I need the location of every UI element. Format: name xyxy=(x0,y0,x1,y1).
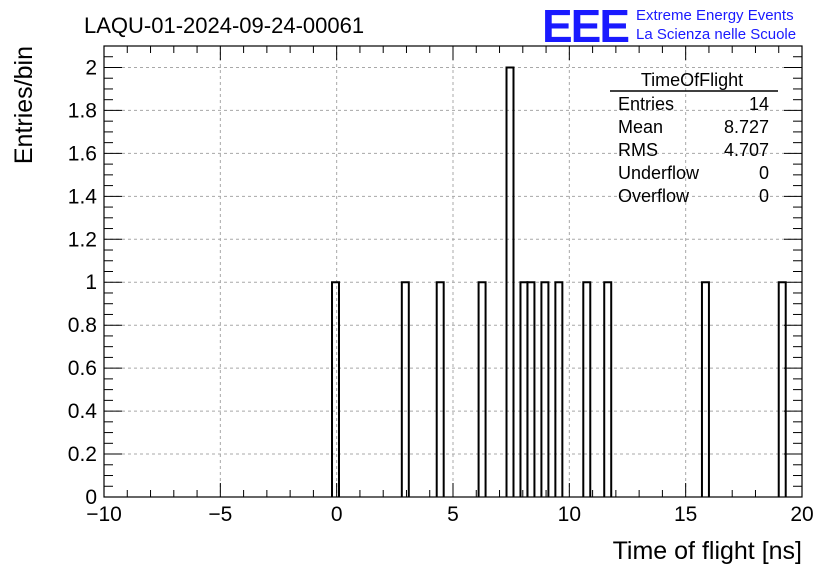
y-tick-label: 1.8 xyxy=(68,99,97,122)
stats-row-value: 4.707 xyxy=(724,140,769,160)
y-tick-label: 0.4 xyxy=(68,400,98,423)
x-tick-label: −10 xyxy=(86,503,122,526)
logo-mark: EEE xyxy=(542,0,628,52)
stats-row-value: 0 xyxy=(759,186,769,206)
eee-logo: EEE Extreme Energy Events La Scienza nel… xyxy=(542,0,796,52)
x-tick-label: 15 xyxy=(674,503,697,526)
stats-row-label: Overflow xyxy=(618,186,690,206)
stats-row-label: Underflow xyxy=(618,163,700,183)
histogram-bar-10 xyxy=(603,281,613,497)
y-tick-label: 1.2 xyxy=(68,228,97,251)
stats-row-value: 14 xyxy=(749,94,769,114)
histogram-bars xyxy=(331,66,787,497)
x-tick-label: 10 xyxy=(558,503,581,526)
histogram-bar-1 xyxy=(400,281,410,497)
x-tick-label: −5 xyxy=(208,503,232,526)
stats-rows: Entries 14 Mean 8.727 RMS 4.707 Underflow 0 Over… xyxy=(618,94,769,206)
stats-row-label: RMS xyxy=(618,140,658,160)
histogram-bar-11 xyxy=(700,281,710,497)
stats-box-name: TimeOfFlight xyxy=(641,70,743,90)
y-tick-label: 2 xyxy=(85,56,97,79)
y-tick-label: 0.2 xyxy=(68,443,97,466)
x-tick-label: 5 xyxy=(447,503,459,526)
y-tick-label: 0.8 xyxy=(68,314,97,337)
logo-line-2: La Scienza nelle Scuole xyxy=(636,26,796,43)
chart-title: LAQU-01-2024-09-24-00061 xyxy=(84,13,364,38)
x-tick-label: 20 xyxy=(790,503,813,526)
histogram-bar-0 xyxy=(331,281,340,497)
stats-row-label: Mean xyxy=(618,117,663,137)
x-axis-title: Time of flight [ns] xyxy=(613,537,802,565)
histogram-bar-7 xyxy=(540,281,550,497)
histogram-bar-2 xyxy=(435,281,445,497)
y-tick-label: 0.6 xyxy=(68,357,97,380)
y-tick-labels: 0 0.2 0.4 0.6 0.8 1 1.2 1.4 1.6 1.8 2 xyxy=(68,56,98,509)
grid-lines xyxy=(104,46,802,497)
histogram-bar-12 xyxy=(777,281,787,497)
y-tick-label: 1.4 xyxy=(68,185,98,208)
histogram-bar-5 xyxy=(519,281,529,497)
y-tick-label: 1 xyxy=(85,271,97,294)
stats-row-value: 0 xyxy=(759,163,769,183)
stats-row-label: Entries xyxy=(618,94,674,114)
stats-box: TimeOfFlight Entries 14 Mean 8.727 RMS 4.707 U… xyxy=(610,70,778,206)
histogram-bar-8 xyxy=(554,281,564,497)
y-axis-title: Entries/bin xyxy=(10,46,38,164)
stats-row-value: 8.727 xyxy=(724,117,769,137)
logo-line-1: Extreme Energy Events xyxy=(636,7,794,24)
histogram-bar-6 xyxy=(526,281,536,497)
histogram-bar-4 xyxy=(505,66,515,497)
histogram-bar-9 xyxy=(582,281,592,497)
histogram-bar-3 xyxy=(477,281,487,497)
axis-ticks xyxy=(103,45,803,498)
x-tick-label: 0 xyxy=(331,503,343,526)
y-tick-label: 1.6 xyxy=(68,142,97,165)
y-tick-label: 0 xyxy=(85,486,97,509)
x-tick-labels: −10 −5 0 5 10 15 20 xyxy=(86,503,813,526)
